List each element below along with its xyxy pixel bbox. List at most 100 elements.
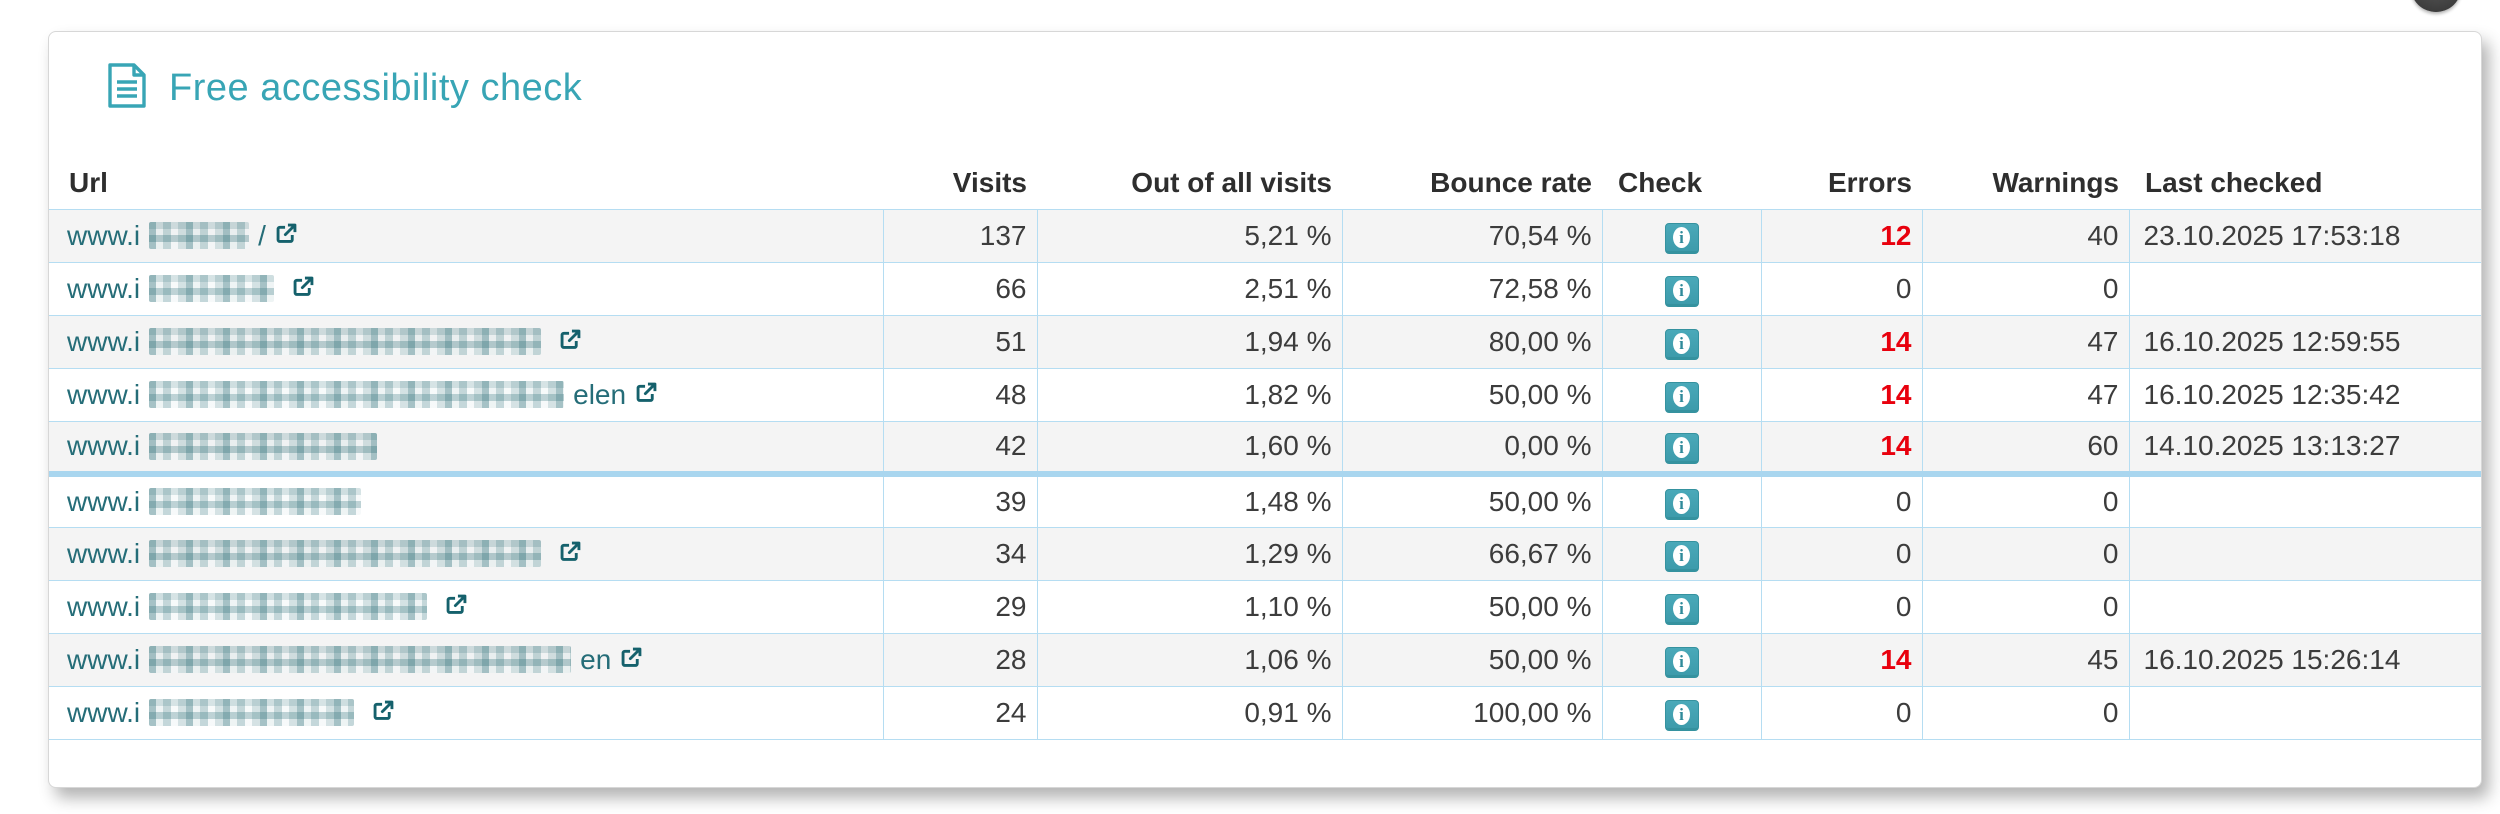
errors-cell: 0 xyxy=(1760,685,1923,740)
column-header-check: Check xyxy=(1618,166,1703,198)
url-link[interactable]: www.i xyxy=(67,697,395,729)
redacted-url-segment xyxy=(149,275,275,302)
last-checked-cell xyxy=(2128,473,2481,528)
info-icon: i xyxy=(1673,385,1690,407)
out-of-all-visits-cell: 1,10 % xyxy=(1036,579,1343,634)
url-text: www.i xyxy=(67,272,141,304)
url-link[interactable]: www.i xyxy=(67,326,582,358)
info-icon: i xyxy=(1673,437,1690,459)
redacted-url-segment xyxy=(149,699,355,726)
table-row: www.i 34 1,29 % 66,67 % i 0 0 xyxy=(49,526,2481,581)
bounce-rate-cell: 80,00 % xyxy=(1341,314,1603,369)
warnings-cell: 0 xyxy=(1921,579,2130,634)
out-of-all-visits-cell: 0,91 % xyxy=(1036,685,1343,740)
url-link[interactable]: www.i xyxy=(67,430,386,462)
external-link-icon[interactable] xyxy=(445,591,468,623)
table-row: www.i/ 137 5,21 % 70,54 % i 12 40 23.10.… xyxy=(49,208,2481,263)
check-info-button[interactable]: i xyxy=(1664,275,1699,307)
url-text: www.i xyxy=(67,590,141,622)
redacted-url-segment xyxy=(149,646,572,673)
external-link-icon[interactable] xyxy=(275,220,298,252)
last-checked-cell: 23.10.2025 17:53:18 xyxy=(2128,208,2481,263)
column-header-warnings: Warnings xyxy=(1992,166,2119,198)
column-header-last-checked: Last checked xyxy=(2145,166,2323,198)
check-info-button[interactable]: i xyxy=(1664,433,1699,465)
external-link-icon[interactable] xyxy=(559,326,582,358)
check-info-button[interactable]: i xyxy=(1664,540,1699,572)
external-link-icon[interactable] xyxy=(292,273,315,305)
bounce-rate-cell: 0,00 % xyxy=(1341,420,1603,477)
redacted-url-segment xyxy=(149,540,542,567)
bounce-rate-cell: 50,00 % xyxy=(1341,367,1603,422)
widget-title: Free accessibility check xyxy=(169,67,583,109)
check-info-button[interactable]: i xyxy=(1664,646,1699,678)
column-header-url: Url xyxy=(69,166,108,198)
bounce-rate-cell: 72,58 % xyxy=(1341,261,1603,316)
check-info-button[interactable]: i xyxy=(1664,593,1699,625)
last-checked-cell xyxy=(2128,261,2481,316)
last-checked-cell: 16.10.2025 12:35:42 xyxy=(2128,367,2481,422)
url-link[interactable]: www.i xyxy=(67,538,582,570)
column-header-out-of-all: Out of all visits xyxy=(1131,166,1332,198)
info-icon: i xyxy=(1673,703,1690,725)
url-text: www.i xyxy=(67,696,141,728)
report-document-icon xyxy=(105,62,149,115)
check-info-button[interactable]: i xyxy=(1664,222,1699,254)
info-icon: i xyxy=(1673,544,1690,566)
errors-cell: 0 xyxy=(1760,261,1923,316)
visits-cell: 29 xyxy=(882,579,1038,634)
warnings-cell: 40 xyxy=(1921,208,2130,263)
last-checked-cell xyxy=(2128,579,2481,634)
bounce-rate-cell: 100,00 % xyxy=(1341,685,1603,740)
warnings-cell: 0 xyxy=(1921,473,2130,528)
visits-cell: 66 xyxy=(882,261,1038,316)
column-header-bounce-rate: Bounce rate xyxy=(1430,166,1592,198)
errors-cell: 12 xyxy=(1760,208,1923,263)
external-link-icon[interactable] xyxy=(559,538,582,570)
url-link[interactable]: www.i xyxy=(67,591,468,623)
errors-cell: 14 xyxy=(1760,314,1923,369)
bounce-rate-cell: 66,67 % xyxy=(1341,526,1603,581)
out-of-all-visits-cell: 2,51 % xyxy=(1036,261,1343,316)
visits-cell: 137 xyxy=(882,208,1038,263)
column-header-visits: Visits xyxy=(952,166,1027,198)
out-of-all-visits-cell: 1,29 % xyxy=(1036,526,1343,581)
redacted-url-segment xyxy=(149,593,428,620)
url-text: www.i xyxy=(67,219,141,251)
external-link-icon[interactable] xyxy=(620,644,643,676)
info-icon: i xyxy=(1673,332,1690,354)
url-link[interactable]: www.i en xyxy=(67,644,643,676)
info-icon: i xyxy=(1673,226,1690,248)
url-link[interactable]: www.i xyxy=(67,486,370,518)
widget-header: Free accessibility check xyxy=(49,32,2481,115)
url-text: www.i xyxy=(67,485,141,517)
external-link-icon[interactable] xyxy=(372,697,395,729)
warnings-cell: 0 xyxy=(1921,261,2130,316)
check-info-button[interactable]: i xyxy=(1664,488,1699,520)
url-link[interactable]: www.i elen xyxy=(67,379,658,411)
url-link[interactable]: www.i / xyxy=(67,220,298,252)
warnings-cell: 60 xyxy=(1921,420,2130,477)
out-of-all-visits-cell: 1,48 % xyxy=(1036,473,1343,528)
external-link-icon[interactable] xyxy=(635,379,658,411)
visits-cell: 51 xyxy=(882,314,1038,369)
table-row: www.i elen 48 1,82 % 50,00 % i 14 47 16.1… xyxy=(49,367,2481,422)
warnings-cell: 45 xyxy=(1921,632,2130,687)
check-info-button[interactable]: i xyxy=(1664,699,1699,731)
url-text: www.i xyxy=(67,378,141,410)
column-header-errors: Errors xyxy=(1827,166,1912,198)
url-link[interactable]: www.i xyxy=(67,273,315,305)
info-icon: i xyxy=(1673,279,1690,301)
table-row: www.i 42 1,60 % 0,00 % i 14 60 14.10.202… xyxy=(49,420,2481,477)
out-of-all-visits-cell: 1,82 % xyxy=(1036,367,1343,422)
url-text: www.i xyxy=(67,325,141,357)
check-info-button[interactable]: i xyxy=(1664,381,1699,413)
table-row: www.i 29 1,10 % 50,00 % i 0 0 xyxy=(49,579,2481,634)
info-icon: i xyxy=(1673,597,1690,619)
visits-cell: 48 xyxy=(882,367,1038,422)
last-checked-cell: 16.10.2025 15:26:14 xyxy=(2128,632,2481,687)
cutoff-top-button[interactable] xyxy=(2411,0,2461,12)
redacted-url-segment xyxy=(149,328,542,355)
check-info-button[interactable]: i xyxy=(1664,328,1699,360)
last-checked-cell xyxy=(2128,685,2481,740)
